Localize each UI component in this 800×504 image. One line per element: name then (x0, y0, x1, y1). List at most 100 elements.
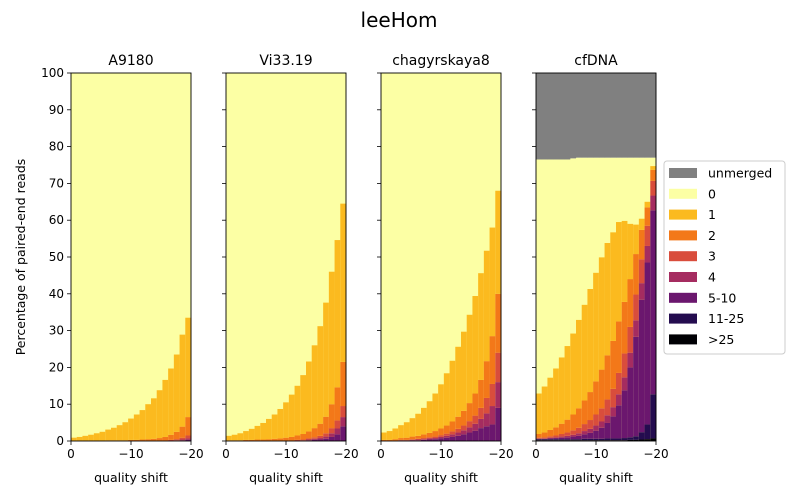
bar-segment-1 (128, 419, 134, 440)
bar-segment-4 (461, 430, 467, 434)
bar-segment-4 (180, 440, 186, 441)
bar-segment-2 (289, 437, 295, 441)
bar-segment-4 (645, 246, 651, 263)
x-axis-label: quality shift (559, 470, 633, 485)
bar-segment-5-10 (616, 405, 622, 438)
bar-segment-0 (134, 73, 140, 441)
y-tick-label: 50 (49, 250, 64, 264)
y-tick-label: 40 (49, 287, 64, 301)
y-tick-label: 20 (49, 360, 64, 374)
bar-segment-1 (450, 361, 456, 422)
bar-segment-2 (553, 427, 559, 435)
bar-segment-1 (410, 418, 416, 436)
bar-segment-unmerged (593, 73, 599, 158)
legend-label: 4 (708, 270, 716, 285)
bar-segment-3 (421, 438, 427, 439)
bar-segment-2 (404, 438, 410, 440)
bar-segment-0 (128, 73, 134, 441)
bar-segment-11-25 (593, 439, 599, 440)
bar-segment-3 (432, 437, 438, 438)
bar-segment-unmerged (610, 73, 616, 158)
bar-segment-unmerged (547, 73, 553, 159)
bar-segment-0 (432, 73, 438, 441)
legend-swatch-3 (669, 251, 697, 261)
bar-segment-unmerged (627, 73, 633, 158)
bar-segment-1 (317, 326, 323, 424)
bar-segment-1 (645, 202, 651, 208)
x-axis-label: quality shift (249, 470, 323, 485)
legend-label: >25 (708, 332, 734, 347)
bar-segment-1 (421, 408, 427, 434)
bar-segment-2 (168, 435, 174, 440)
bar-segment-5-10 (622, 390, 628, 438)
bar-segment-4 (432, 438, 438, 439)
bar-segment-3 (484, 398, 490, 413)
bar-segment-3 (295, 440, 301, 441)
bar-segment-2 (565, 420, 571, 433)
bar-segment-1 (180, 335, 186, 427)
bar-segment-4 (306, 440, 312, 441)
bar-segment-4 (444, 436, 450, 438)
bar-segment-1 (249, 429, 255, 440)
bar-segment-2 (645, 207, 651, 225)
bar-segment-3 (610, 389, 616, 407)
y-tick-label: 100 (41, 66, 64, 80)
bar-segment-5-10 (472, 431, 478, 441)
bar-segment-1 (599, 257, 605, 369)
bar-segment-3 (478, 408, 484, 419)
bar-segment-1 (162, 380, 168, 437)
x-tick-label: −20 (178, 447, 203, 461)
bar-segment-11-25 (576, 439, 582, 440)
bar-segment-5-10 (329, 437, 335, 441)
bar-segment-2 (610, 341, 616, 389)
bar-segment-3 (622, 353, 628, 377)
bar-segment-4 (599, 421, 605, 427)
bar-segment-1 (605, 243, 611, 355)
bar-segment-1 (335, 240, 341, 387)
bar-segment-4 (576, 433, 582, 436)
bar-segment-1 (616, 222, 622, 321)
legend-swatch-unmerged (669, 168, 697, 178)
bar-segment-0 (392, 73, 398, 441)
bar-segment-2 (427, 433, 433, 437)
bar-segment-2 (605, 355, 611, 399)
bar-segment-11-25 (610, 438, 616, 440)
bar-segment-1 (277, 409, 283, 438)
bar-segment-0 (82, 73, 88, 441)
bar-segment-4 (335, 428, 341, 434)
bar-segment-4 (593, 426, 599, 431)
bar-segment-4 (421, 439, 427, 440)
bar-segment-3 (542, 437, 548, 438)
bar-segment-0 (277, 73, 283, 441)
bar-segment-1 (82, 436, 88, 441)
bar-segment-1 (243, 431, 249, 440)
bar-segment-3 (450, 431, 456, 434)
bar-segment-1 (323, 303, 329, 417)
legend-label: 5-10 (708, 290, 736, 305)
bar-segment-4 (616, 394, 622, 405)
bar-segment-3 (490, 384, 496, 406)
bar-segment-unmerged (633, 73, 639, 158)
bar-segment-3 (599, 408, 605, 421)
bar-segment-1 (633, 225, 639, 254)
bar-segment-4 (329, 433, 335, 437)
bar-segment-5-10 (645, 263, 651, 425)
bar-segment-11-25 (645, 424, 651, 439)
bar-segment-0 (243, 73, 249, 441)
bar-segment-0 (88, 73, 94, 441)
bar-segment-2 (467, 403, 473, 421)
bar-segment-0 (71, 73, 77, 441)
bar-segment-3 (174, 439, 180, 440)
bar-segment-2 (392, 439, 398, 440)
bar-segment-1 (432, 394, 438, 432)
bar-segment-3 (565, 433, 571, 436)
bar-segment-0 (283, 73, 289, 441)
bar-segment-5-10 (605, 423, 611, 438)
bar-segment-5-10 (490, 424, 496, 441)
y-tick-label: 60 (49, 213, 64, 227)
bar-segment-11-25 (639, 432, 645, 439)
bar-segment-2 (438, 428, 444, 435)
bar-segment-11-25 (570, 439, 576, 440)
x-tick-label: 0 (222, 447, 230, 461)
bar-segment-0 (157, 73, 163, 441)
